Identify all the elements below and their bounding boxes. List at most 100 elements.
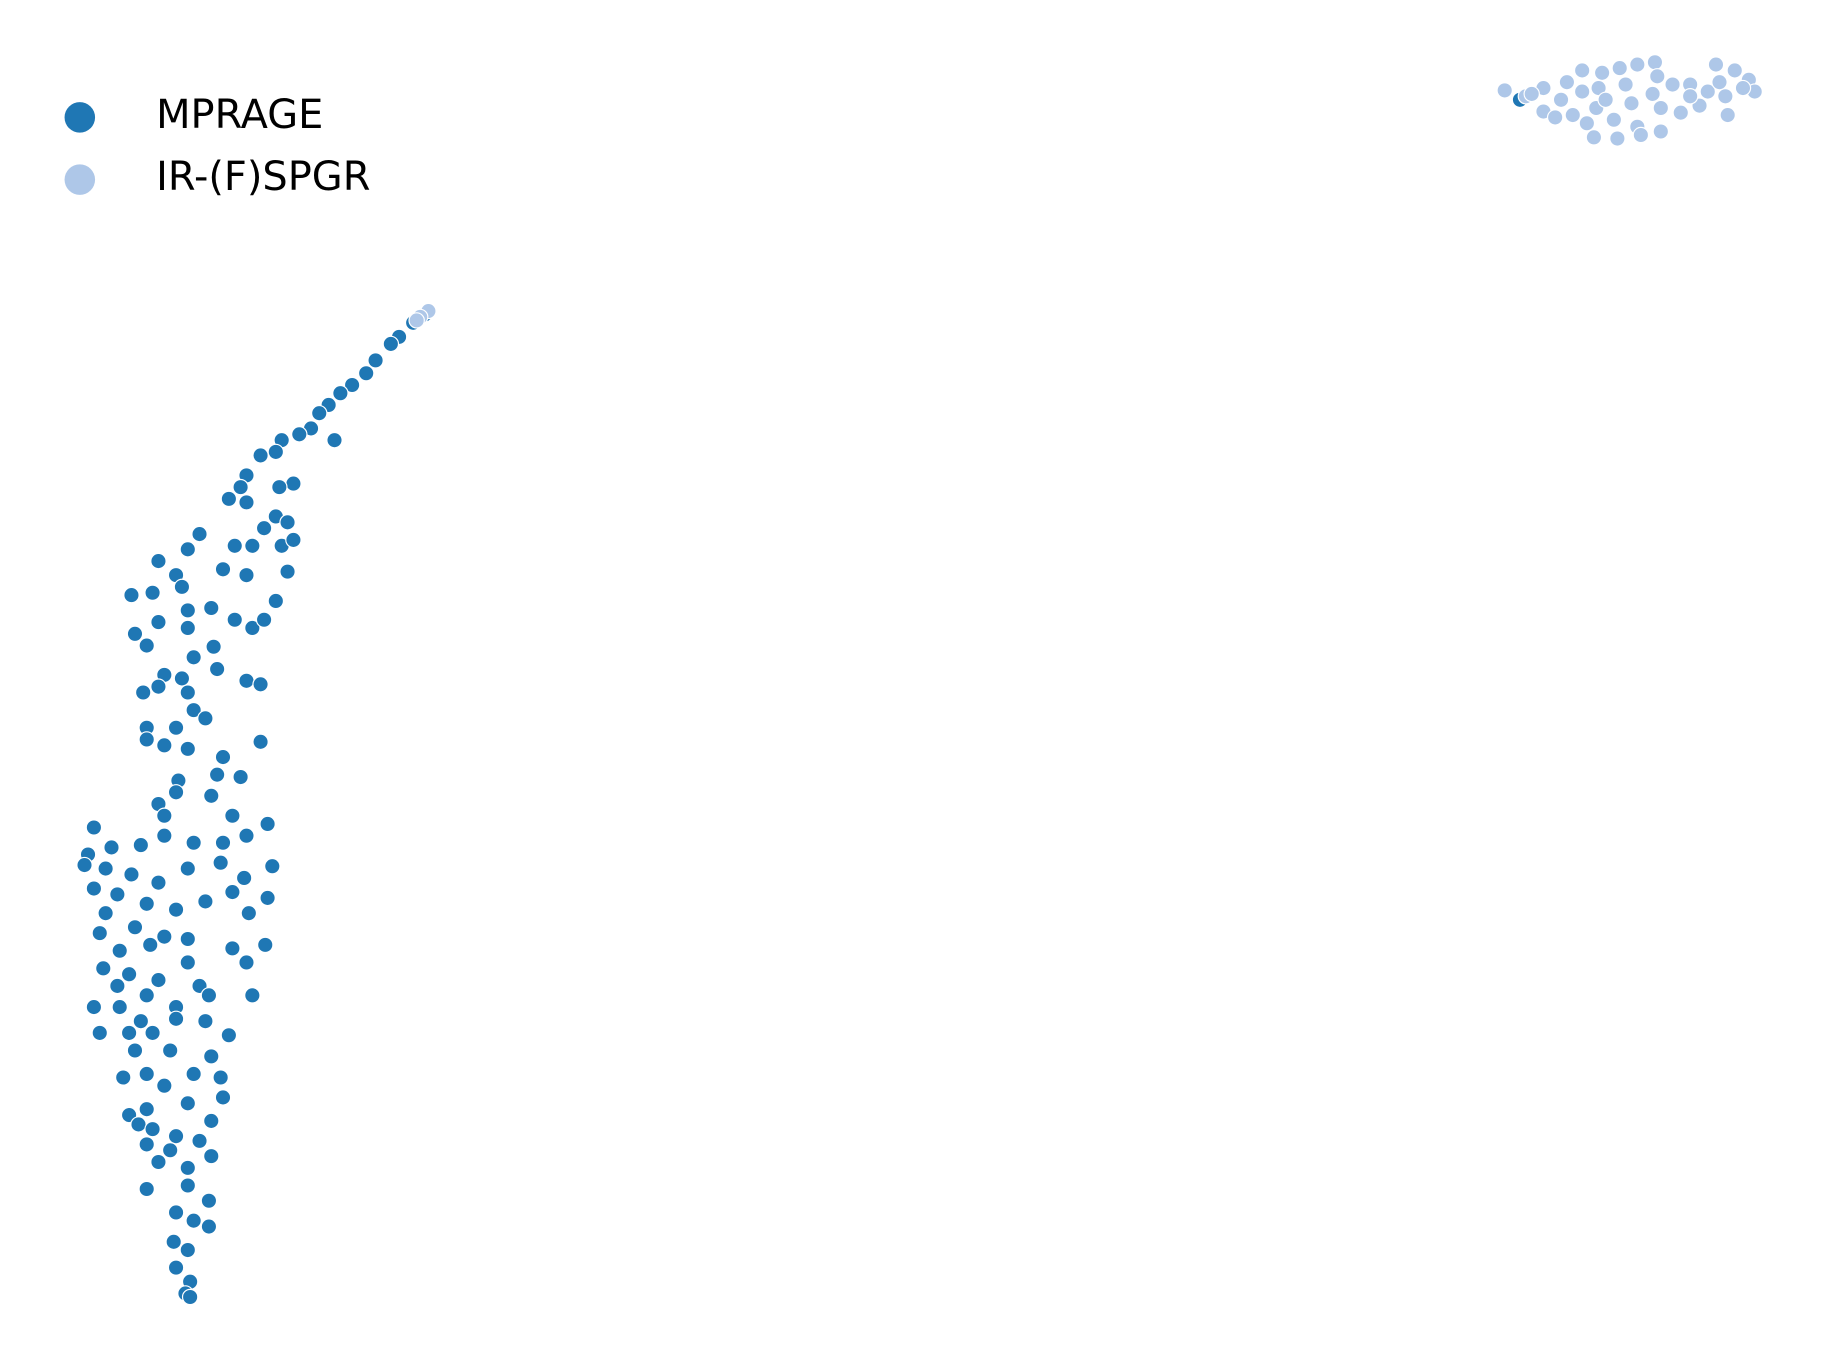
point: [134, 684, 152, 701]
point: [214, 561, 232, 578]
point: [76, 856, 93, 874]
point: [244, 987, 261, 1004]
point: [197, 710, 214, 727]
point: [1707, 56, 1725, 73]
point: [156, 827, 173, 844]
point: [179, 684, 197, 701]
point: [220, 1027, 238, 1044]
point: [111, 942, 128, 959]
point: [408, 312, 425, 329]
point: [144, 1024, 161, 1042]
point: [200, 987, 218, 1004]
point: [126, 1042, 144, 1059]
point: [1496, 82, 1513, 99]
point: [142, 936, 159, 954]
point: [214, 1089, 232, 1106]
point: [179, 1095, 197, 1112]
point: [200, 1218, 218, 1235]
point: [1597, 91, 1614, 109]
point: [185, 649, 202, 666]
point: [1573, 62, 1591, 79]
point: [165, 1233, 182, 1251]
point: [130, 1116, 147, 1133]
point: [185, 1065, 202, 1083]
point: [132, 836, 150, 854]
point: [156, 1077, 173, 1094]
point: [252, 733, 269, 751]
point: [208, 660, 226, 678]
point: [203, 599, 220, 617]
point: [220, 490, 238, 508]
point: [191, 525, 208, 543]
point: [1664, 76, 1681, 93]
point: [181, 1288, 199, 1306]
point: [285, 475, 302, 492]
point: [259, 889, 276, 907]
point: [238, 672, 255, 689]
point: [138, 731, 155, 748]
point: [382, 335, 400, 353]
point: [238, 494, 255, 511]
point: [191, 1132, 208, 1150]
point: [244, 619, 261, 637]
point: [212, 1069, 229, 1086]
point: [179, 541, 197, 558]
point: [150, 678, 167, 695]
point: [205, 638, 222, 655]
point: [1623, 95, 1640, 112]
point: [212, 854, 229, 871]
point: [179, 619, 197, 637]
point: [173, 670, 191, 687]
point: [179, 930, 197, 948]
point: [1719, 106, 1736, 124]
point: [126, 625, 144, 643]
point: [367, 352, 384, 369]
point: [197, 1012, 214, 1030]
point: [156, 928, 173, 945]
point: [138, 1065, 155, 1083]
point: [91, 1024, 108, 1042]
point: [255, 519, 273, 537]
point: [1593, 64, 1611, 82]
point: [120, 965, 138, 983]
point: [167, 719, 185, 736]
point: [167, 784, 185, 801]
point: [179, 1159, 197, 1177]
point: [179, 860, 197, 877]
point: [167, 1204, 185, 1221]
point: [1573, 83, 1591, 100]
point: [161, 1142, 179, 1159]
point: [144, 1120, 161, 1138]
point: [150, 613, 167, 631]
point: [1672, 104, 1689, 121]
point: [1552, 91, 1570, 109]
point: [203, 1112, 220, 1130]
point: [97, 904, 114, 922]
point: [357, 365, 375, 382]
point: [179, 602, 197, 619]
point: [85, 880, 103, 897]
point: [244, 537, 261, 555]
point: [1652, 99, 1670, 117]
point: [311, 404, 328, 422]
point: [126, 919, 144, 936]
point: [1632, 126, 1650, 144]
point: [123, 866, 140, 883]
point: [161, 1042, 179, 1059]
point: [173, 578, 191, 596]
point: [120, 1024, 138, 1042]
point: [224, 807, 241, 824]
point: [115, 1069, 132, 1086]
point: [85, 998, 103, 1016]
point: [95, 960, 112, 977]
point: [1585, 129, 1603, 146]
point: [332, 385, 349, 402]
point: [150, 1153, 167, 1171]
point: [1611, 59, 1628, 77]
point: [235, 869, 253, 887]
point: [185, 1212, 202, 1229]
plot-area: [76, 54, 1763, 1306]
point: [343, 376, 361, 394]
point: [1726, 62, 1743, 79]
